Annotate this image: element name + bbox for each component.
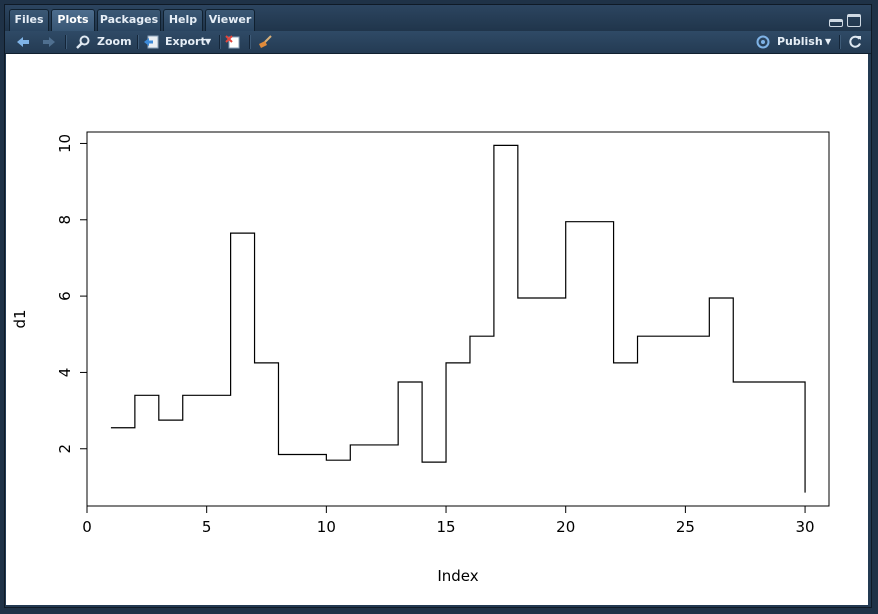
x-tick-label: 20 [556, 518, 575, 536]
x-tick-label: 15 [436, 518, 455, 536]
arrow-right-icon[interactable] [41, 34, 57, 50]
toolbar-separator [249, 35, 251, 49]
y-tick-label: 6 [56, 291, 74, 301]
refresh-icon[interactable] [847, 34, 863, 50]
minimize-pane-icon[interactable] [829, 19, 843, 27]
y-tick-label: 8 [56, 215, 74, 225]
y-axis: 2 4 6 8 10 [56, 134, 88, 454]
x-tick-label: 0 [82, 518, 92, 536]
data-series-step-line [110, 144, 806, 493]
export-dropdown-icon: ▼ [205, 37, 212, 46]
x-tick-label: 25 [676, 518, 695, 536]
arrow-left-icon[interactable] [15, 34, 31, 50]
plot-box [86, 131, 830, 507]
maximize-pane-icon[interactable] [847, 14, 861, 27]
broom-icon[interactable] [257, 34, 273, 50]
publish-icon [756, 35, 770, 49]
export-label: Export [165, 35, 206, 48]
toolbar-separator [839, 35, 841, 49]
x-axis: 0 5 10 15 20 25 30 [82, 505, 815, 536]
toolbar-separator [137, 35, 139, 49]
pane-tabbar: Files Plots Packages Help Viewer [5, 5, 871, 31]
publish-dropdown-icon: ▼ [825, 37, 832, 46]
x-tick-label: 10 [317, 518, 336, 536]
step-plot: 0 5 10 15 20 25 30 2 4 6 8 10 Index d1 [11, 131, 830, 585]
y-tick-label: 2 [56, 444, 74, 454]
x-tick-label: 30 [796, 518, 815, 536]
tab-help[interactable]: Help [163, 9, 203, 31]
window-controls [829, 14, 865, 28]
plots-pane: Files Plots Packages Help Viewer Zoom [4, 4, 872, 608]
remove-plot-icon[interactable] [225, 34, 241, 50]
toolbar-separator [219, 35, 221, 49]
plots-toolbar: Zoom Export ▼ Publish ▼ [5, 31, 871, 54]
tab-packages[interactable]: Packages [97, 9, 161, 31]
tab-files[interactable]: Files [9, 9, 49, 31]
y-tick-label: 10 [56, 134, 74, 153]
zoom-button[interactable]: Zoom [75, 31, 133, 53]
x-axis-label: Index [437, 567, 478, 585]
y-axis-label: d1 [11, 309, 29, 328]
publish-button[interactable]: Publish ▼ [755, 31, 835, 53]
tab-viewer[interactable]: Viewer [205, 9, 255, 31]
y-tick-label: 4 [56, 368, 74, 378]
publish-label: Publish [777, 35, 823, 48]
plot-viewer: 0 5 10 15 20 25 30 2 4 6 8 10 Index d1 [6, 54, 868, 605]
x-tick-label: 5 [202, 518, 212, 536]
toolbar-separator [65, 35, 67, 49]
zoom-label: Zoom [97, 35, 132, 48]
export-button[interactable]: Export ▼ [143, 31, 215, 53]
tab-plots[interactable]: Plots [51, 9, 95, 31]
magnifier-icon [76, 35, 90, 49]
export-icon [144, 35, 159, 49]
